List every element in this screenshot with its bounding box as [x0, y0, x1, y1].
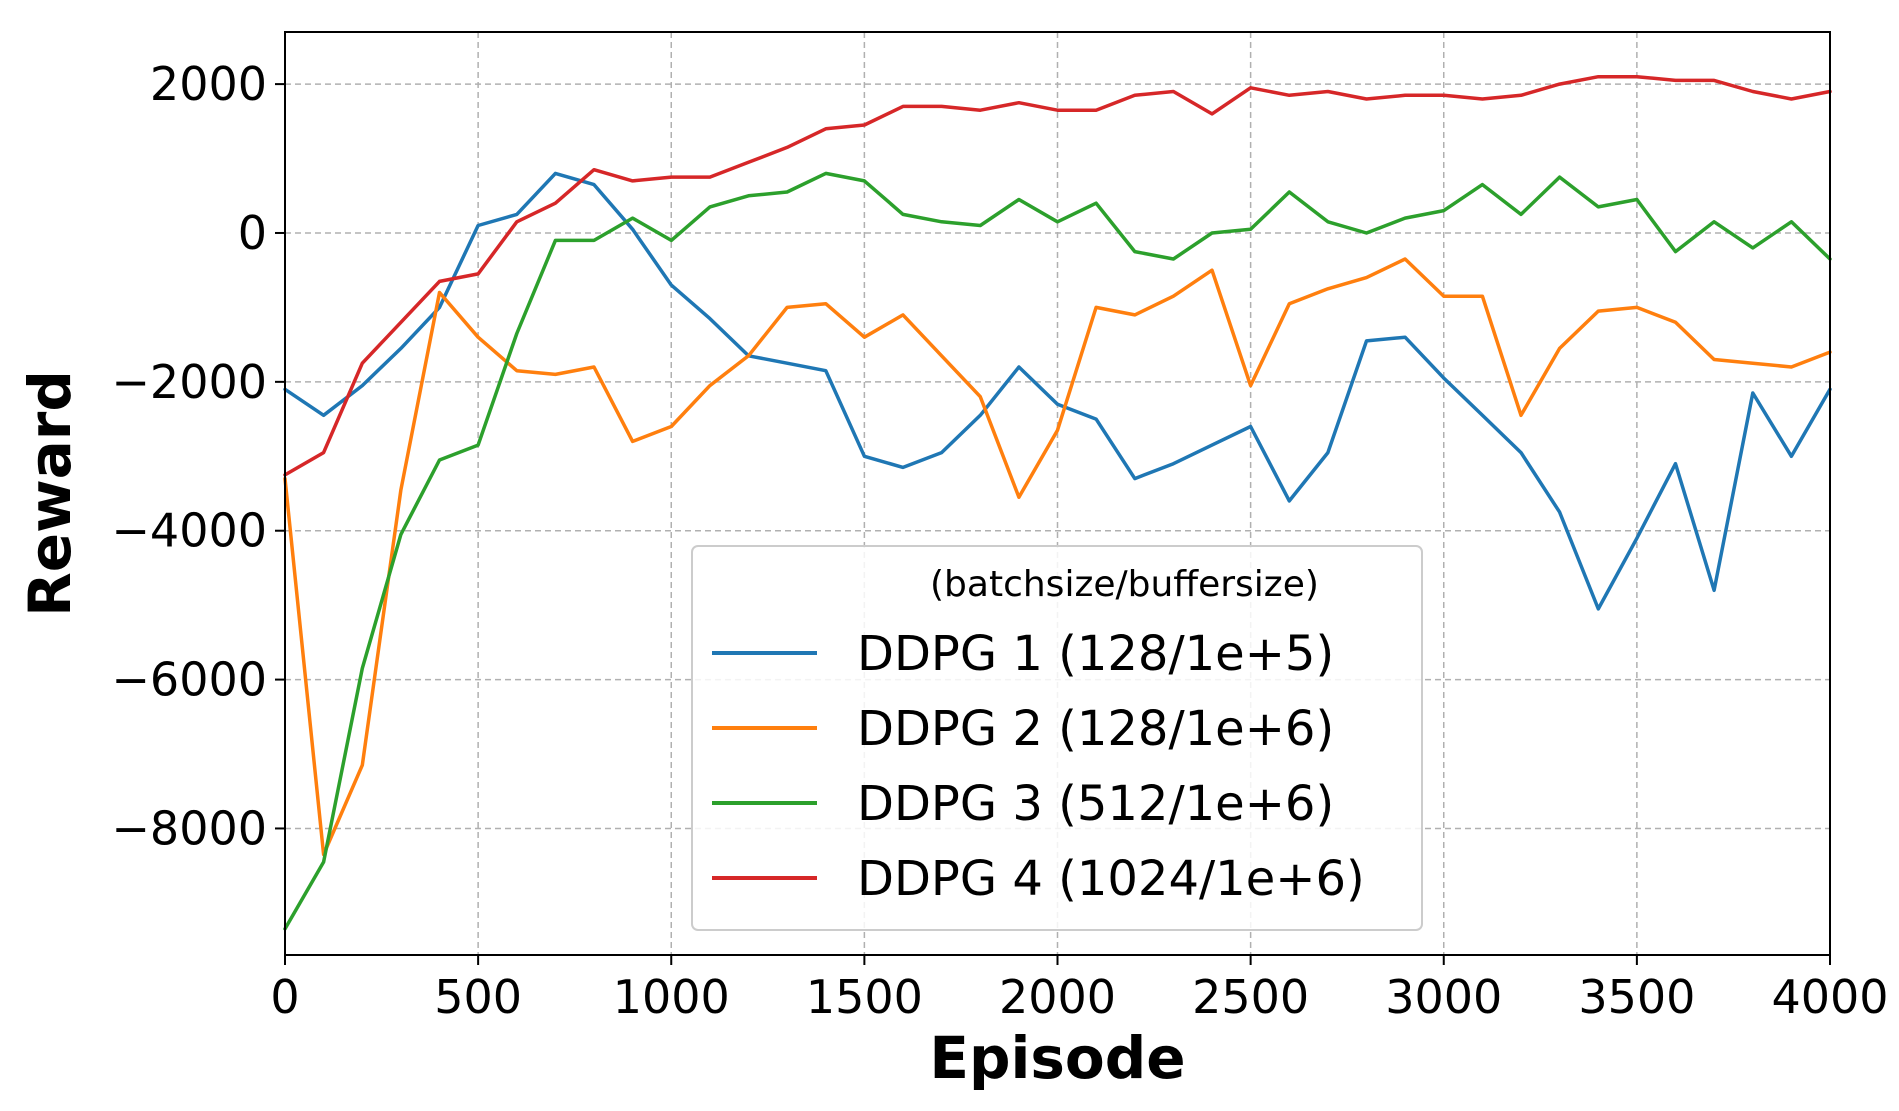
legend-box — [691, 545, 1423, 931]
legend-label: DDPG 2 (128/1e+6) — [857, 701, 1334, 757]
x-tick-label: 500 — [434, 970, 522, 1024]
x-tick-label: 0 — [270, 970, 299, 1024]
series-line-ddpg-4 — [283, 74, 1832, 477]
series-layer — [283, 74, 1832, 931]
x-ticks: 0 500 1000 1500 2000 2500 3000 3500 4000 — [270, 955, 1889, 1024]
y-tick-label: −6000 — [111, 653, 267, 707]
y-tick-label: −8000 — [111, 801, 267, 855]
legend: (batchsize/buffersize) DDPG 1 (128/1e+5)… — [691, 545, 1423, 931]
x-tick-label: 4000 — [1771, 970, 1888, 1024]
legend-label: DDPG 3 (512/1e+6) — [857, 776, 1334, 832]
x-tick-label: 2000 — [999, 970, 1116, 1024]
legend-entries: DDPG 1 (128/1e+5) DDPG 2 (128/1e+6) DDPG 3… — [712, 626, 1365, 907]
y-ticks: −8000 −6000 −4000 −2000 0 2000 — [111, 57, 285, 855]
x-tick-label: 3500 — [1578, 970, 1695, 1024]
y-tick-label: 0 — [238, 206, 267, 260]
y-axis-label: Reward — [16, 370, 84, 617]
y-tick-label: −4000 — [111, 504, 267, 558]
series-line-ddpg-2 — [283, 257, 1832, 857]
series-line-ddpg-1 — [283, 171, 1832, 611]
legend-label: DDPG 4 (1024/1e+6) — [857, 851, 1365, 907]
x-tick-label: 2500 — [1192, 970, 1309, 1024]
legend-label: DDPG 1 (128/1e+5) — [857, 626, 1334, 682]
y-tick-label: −2000 — [111, 355, 267, 409]
x-tick-label: 1500 — [806, 970, 923, 1024]
x-axis-label: Episode — [929, 1024, 1185, 1092]
x-tick-label: 1000 — [613, 970, 730, 1024]
series-line-ddpg-3 — [283, 171, 1832, 931]
y-tick-label: 2000 — [150, 57, 267, 111]
x-tick-label: 3000 — [1385, 970, 1502, 1024]
legend-title: (batchsize/buffersize) — [930, 564, 1319, 605]
